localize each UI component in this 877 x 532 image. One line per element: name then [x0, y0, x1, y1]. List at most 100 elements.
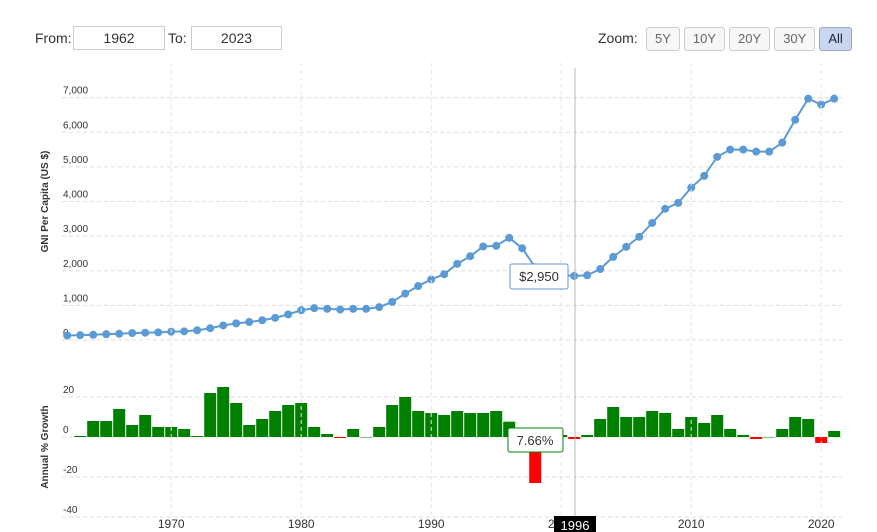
point — [700, 171, 709, 180]
y-tick-label: 7,000 — [63, 86, 88, 97]
point — [245, 317, 254, 326]
bar — [243, 425, 256, 437]
point — [622, 242, 631, 251]
point — [310, 304, 319, 313]
bar — [321, 434, 334, 437]
bar — [360, 437, 373, 438]
bar — [776, 429, 789, 437]
bar — [139, 415, 152, 437]
point — [89, 330, 98, 339]
tooltip-box — [507, 427, 564, 453]
point — [284, 310, 293, 319]
y-tick-label: 1,000 — [63, 293, 88, 304]
to-input[interactable]: 2023 — [191, 26, 282, 50]
bar — [490, 411, 503, 437]
point — [817, 100, 826, 109]
bar — [282, 405, 295, 437]
y-axis-label: Annual % Growth — [40, 405, 51, 488]
bar — [204, 393, 217, 437]
y-tick-label: 20 — [63, 385, 75, 396]
bar — [581, 435, 594, 437]
bar — [256, 419, 269, 437]
y-tick-label: 5,000 — [63, 155, 88, 166]
bar — [633, 417, 646, 437]
point — [219, 321, 228, 330]
y-tick-label: 6,000 — [63, 120, 88, 131]
bar — [646, 411, 659, 437]
zoom-button[interactable]: 10Y — [683, 27, 726, 51]
point — [739, 145, 748, 154]
point — [440, 270, 449, 279]
bar — [464, 413, 477, 437]
bar — [191, 436, 204, 437]
point — [102, 330, 111, 339]
from-label: From: — [35, 30, 72, 46]
point — [206, 324, 215, 333]
from-input[interactable]: 1962 — [73, 26, 165, 50]
point — [362, 304, 371, 313]
bar — [750, 437, 763, 439]
point — [76, 331, 85, 340]
bar — [334, 437, 347, 438]
bar — [386, 405, 399, 437]
line — [67, 97, 835, 337]
bar — [789, 417, 802, 437]
x-tick-label: 1980 — [288, 517, 315, 531]
bar — [126, 425, 139, 437]
point — [336, 305, 345, 314]
y-tick-label: 2,000 — [63, 259, 88, 270]
bar — [477, 413, 490, 437]
point — [661, 204, 670, 213]
point — [505, 233, 514, 242]
bar — [399, 397, 412, 437]
y-tick-label: -40 — [63, 505, 78, 516]
y-tick-label: 0 — [63, 425, 69, 436]
bar — [594, 419, 607, 437]
x-tick-label: 1990 — [418, 517, 445, 531]
zoom-buttons: 5Y 10Y 20Y 30Y All — [646, 27, 852, 51]
y-axis-label: GNI Per Capita (US $) — [40, 151, 51, 253]
point — [128, 329, 137, 338]
bar — [87, 421, 100, 437]
bar — [451, 411, 464, 437]
zoom-button[interactable]: All — [819, 27, 852, 51]
point — [427, 275, 436, 284]
bar — [568, 437, 581, 439]
point — [713, 152, 722, 161]
tooltip-box — [509, 263, 569, 290]
point — [258, 316, 267, 325]
zoom-button[interactable]: 5Y — [646, 27, 680, 51]
bar — [165, 427, 178, 437]
bar — [373, 427, 386, 437]
bar — [308, 427, 321, 437]
point — [804, 94, 813, 103]
bar — [217, 387, 230, 437]
point — [323, 304, 332, 313]
crosshair-label: 1996 — [561, 518, 590, 532]
bar — [815, 437, 828, 443]
point — [778, 138, 787, 147]
bar — [698, 423, 711, 437]
zoom-button[interactable]: 30Y — [774, 27, 816, 51]
point — [765, 147, 774, 156]
point — [63, 331, 72, 340]
point — [791, 115, 800, 124]
tooltip-text: 7.66% — [517, 433, 554, 448]
point — [479, 242, 488, 251]
bar — [737, 435, 750, 437]
bar — [347, 429, 360, 437]
tooltip: $2,950 — [509, 263, 569, 290]
bar — [802, 419, 815, 437]
zoom-button[interactable]: 20Y — [729, 27, 771, 51]
x-tick-label: 1970 — [158, 517, 185, 531]
point — [453, 259, 462, 268]
point — [726, 145, 735, 154]
bar — [711, 415, 724, 437]
y-tick-label: 3,000 — [63, 224, 88, 235]
tooltip: 7.66% — [507, 427, 564, 453]
bar — [607, 407, 620, 437]
point — [232, 319, 241, 328]
point — [414, 281, 423, 290]
